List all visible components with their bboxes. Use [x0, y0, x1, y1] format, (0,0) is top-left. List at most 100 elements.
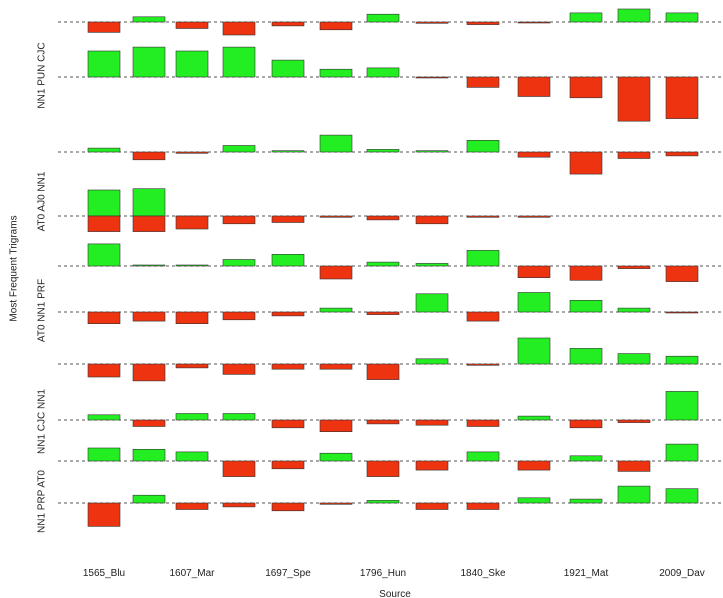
bar-row10-col9 [517, 497, 551, 504]
bar-row5-col4 [271, 254, 305, 267]
bar-row5-col5 [319, 265, 353, 280]
bar-row4-col5 [319, 215, 353, 218]
bar-row8-col7 [415, 419, 449, 426]
bar-row1-col7 [415, 76, 449, 79]
bar-row0-col2 [175, 21, 209, 29]
bar-row2-col1 [132, 151, 166, 161]
bar-row1-col11 [617, 76, 651, 122]
bar-row8-col5 [319, 419, 353, 432]
bar-row9-col5 [319, 452, 353, 462]
bar-row8-col2 [175, 413, 209, 421]
bar-row9-col12 [665, 443, 699, 462]
bar-row9-col9 [517, 460, 551, 471]
bar-row8-col6 [366, 419, 400, 425]
x-tick-label: 1796_Hun [360, 568, 406, 579]
x-tick-labels: 1565_Blu 1607_Mar 1697_Spe 1796_Hun 1840_Ske… [83, 568, 705, 579]
x-tick-label: 1921_Mat [564, 568, 609, 579]
bar-row1-col2 [175, 50, 209, 78]
bar-row5-col8 [466, 250, 500, 267]
bar-row5-col11 [617, 265, 651, 269]
bar-row9-col8 [466, 451, 500, 462]
bar-row8-col8 [466, 419, 500, 427]
bar-row0-col3 [222, 21, 256, 36]
bar-row6-col4 [271, 311, 305, 317]
bar-row10-col11 [617, 485, 651, 504]
bar-row8-col4 [271, 419, 305, 429]
bar-row2-col3 [222, 145, 256, 153]
bar-row6-col12 [665, 311, 699, 314]
bar-row8-col11 [617, 419, 651, 423]
bar-row5-col10 [569, 265, 603, 281]
bar-row6-col7 [415, 293, 449, 313]
bar-row7-col12 [665, 355, 699, 365]
bar-row6-col2 [175, 311, 209, 324]
bar-row9-col10 [569, 455, 603, 462]
bar-row10-col6 [366, 500, 400, 504]
bar-row6-col6 [366, 311, 400, 315]
bar-row10-col0 [87, 502, 121, 527]
bar-row0-col8 [466, 21, 500, 25]
bar-row7-col3 [222, 363, 256, 375]
bar-row4-col1 [132, 215, 166, 232]
bar-row1-col9 [517, 76, 551, 97]
bar-row5-col2 [175, 264, 209, 267]
bar-row1-col4 [271, 59, 305, 78]
bar-row0-col12 [665, 12, 699, 23]
bar-row10-col4 [271, 502, 305, 512]
bar-row6-col8 [466, 311, 500, 322]
bar-row3-col0 [87, 189, 121, 217]
bar-row4-col7 [415, 215, 449, 225]
bar-row10-col10 [569, 498, 603, 504]
bar-row5-col1 [132, 264, 166, 267]
bar-row0-col5 [319, 21, 353, 31]
bar-row1-col10 [569, 76, 603, 99]
bar-row4-col9 [517, 215, 551, 218]
bar-row10-col5 [319, 502, 353, 505]
bar-row2-col12 [665, 151, 699, 157]
x-tick-label: 1607_Mar [169, 568, 215, 579]
bar-row0-col7 [415, 21, 449, 24]
x-tick-label: 1840_Ske [460, 568, 505, 579]
bar-row2-col7 [415, 150, 449, 153]
bar-row10-col3 [222, 502, 256, 508]
bar-row9-col1 [132, 448, 166, 462]
y-axis-title: Most Frequent Trigrams [8, 215, 20, 322]
bar-row6-col11 [617, 307, 651, 313]
bar-row3-col1 [132, 188, 166, 217]
x-axis-title: Source [379, 589, 411, 598]
bar-row7-col11 [617, 353, 651, 365]
bar-row5-col7 [415, 263, 449, 267]
bar-row8-col3 [222, 413, 256, 421]
x-tick-label: 2009_Dav [659, 568, 705, 579]
bar-row7-col9 [517, 337, 551, 365]
bar-row9-col4 [271, 460, 305, 470]
row-label: NN1 PUN CJC [36, 42, 48, 109]
bar-row6-col9 [517, 292, 551, 313]
bar-row4-col4 [271, 215, 305, 223]
bar-row4-col6 [366, 215, 400, 221]
bar-row7-col6 [366, 363, 400, 380]
bar-row6-col5 [319, 307, 353, 313]
bar-row1-col1 [132, 46, 166, 78]
bar-row1-col0 [87, 50, 121, 78]
bar-row1-col8 [466, 76, 500, 88]
bar-row1-col12 [665, 76, 699, 119]
bar-row9-col0 [87, 447, 121, 462]
bar-row6-col1 [132, 311, 166, 322]
bar-row6-col3 [222, 311, 256, 321]
bar-row2-col8 [466, 140, 500, 153]
bar-row10-col7 [415, 502, 449, 510]
bar-row10-col1 [132, 494, 166, 504]
bar-row10-col2 [175, 502, 209, 510]
bar-row4-col0 [87, 215, 121, 232]
bar-row9-col7 [415, 460, 449, 471]
bar-row1-col5 [319, 68, 353, 78]
bars [87, 8, 699, 527]
row-label: AT0 AJ0 NN1 [36, 171, 48, 232]
bar-row0-col11 [617, 8, 651, 23]
row-label: AT0 NN1 PRF [36, 278, 48, 343]
bar-row2-col10 [569, 151, 603, 175]
bar-row5-col6 [366, 261, 400, 267]
x-tick-label: 1697_Spe [265, 568, 311, 579]
bar-row8-col9 [517, 415, 551, 421]
